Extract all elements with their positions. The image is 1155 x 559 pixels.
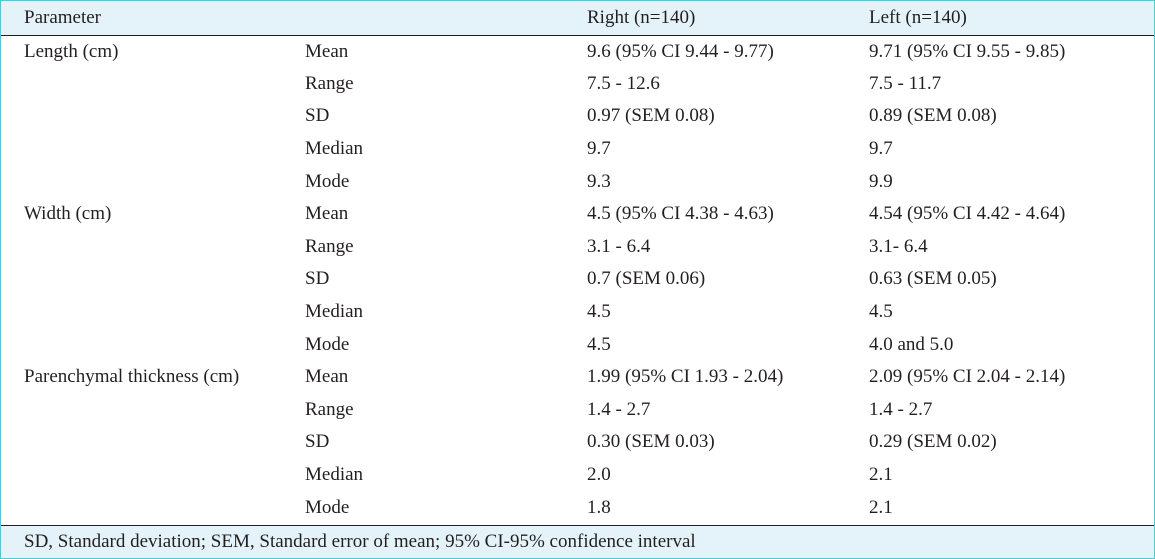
row-parameter [1, 491, 305, 524]
table-row: Mode 1.8 2.1 [1, 491, 1154, 524]
table-header: Parameter Right (n=140) Left (n=140) [1, 1, 1154, 36]
table-row: Length (cm) Mean 9.6 (95% CI 9.44 - 9.77) 9… [1, 35, 1154, 68]
row-parameter [1, 426, 305, 459]
row-right-value: 9.3 [587, 170, 611, 192]
row-statistic: Median [305, 138, 364, 160]
row-left-value: 4.0 and 5.0 [869, 333, 954, 355]
row-statistic: Mean [305, 203, 349, 225]
table-row: SD 0.7 (SEM 0.06) 0.63 (SEM 0.05) [1, 263, 1154, 296]
row-statistic: Mode [305, 333, 350, 355]
row-statistic: Range [305, 398, 354, 420]
row-right-value: 1.8 [587, 496, 611, 518]
row-left-value: 2.1 [869, 464, 893, 486]
table-row: Parenchymal thickness (cm) Mean 1.99 (95% … [1, 361, 1154, 394]
row-left-value: 4.54 (95% CI 4.42 - 4.64) [869, 203, 1066, 225]
row-left-value: 1.4 - 2.7 [869, 398, 933, 420]
row-left-value: 3.1- 6.4 [869, 235, 928, 257]
row-right-value: 9.7 [587, 138, 611, 160]
table-row: Range 1.4 - 2.7 1.4 - 2.7 [1, 394, 1154, 427]
row-statistic: Median [305, 301, 364, 323]
row-statistic: Median [305, 464, 364, 486]
row-right-value: 1.4 - 2.7 [587, 398, 651, 420]
row-parameter [1, 328, 305, 361]
table-footnote: SD, Standard deviation; SEM, Standard er… [1, 525, 1154, 558]
header-parameter: Parameter [1, 1, 305, 36]
row-left-value: 9.71 (95% CI 9.55 - 9.85) [869, 40, 1066, 62]
table-row: SD 0.30 (SEM 0.03) 0.29 (SEM 0.02) [1, 426, 1154, 459]
header-stat [305, 1, 587, 36]
table-body: Length (cm) Mean 9.6 (95% CI 9.44 - 9.77) 9… [1, 35, 1154, 524]
row-right-value: 9.6 (95% CI 9.44 - 9.77) [587, 40, 774, 62]
row-parameter [1, 133, 305, 166]
table-row: Mode 9.3 9.9 [1, 165, 1154, 198]
row-right-value: 0.7 (SEM 0.06) [587, 268, 706, 290]
row-statistic: Range [305, 235, 354, 257]
header-row: Parameter Right (n=140) Left (n=140) [1, 1, 1154, 36]
row-right-value: 0.30 (SEM 0.03) [587, 431, 715, 453]
row-right-value: 7.5 - 12.6 [587, 72, 660, 94]
row-left-value: 9.9 [869, 170, 893, 192]
row-left-value: 0.89 (SEM 0.08) [869, 105, 997, 127]
row-right-value: 2.0 [587, 464, 611, 486]
row-statistic: SD [305, 105, 330, 127]
row-statistic: SD [305, 431, 330, 453]
row-left-value: 2.1 [869, 496, 893, 518]
row-statistic: Mean [305, 366, 349, 388]
table-row: Range 3.1 - 6.4 3.1- 6.4 [1, 231, 1154, 264]
row-left-value: 0.63 (SEM 0.05) [869, 268, 997, 290]
row-statistic: Range [305, 72, 354, 94]
row-right-value: 3.1 - 6.4 [587, 235, 651, 257]
row-right-value: 1.99 (95% CI 1.93 - 2.04) [587, 366, 784, 388]
row-left-value: 2.09 (95% CI 2.04 - 2.14) [869, 366, 1066, 388]
row-left-value: 0.29 (SEM 0.02) [869, 431, 997, 453]
row-statistic: SD [305, 268, 330, 290]
header-right: Right (n=140) [587, 1, 869, 36]
header-left: Left (n=140) [869, 1, 1154, 36]
row-left-value: 7.5 - 11.7 [869, 72, 942, 94]
row-right-value: 4.5 (95% CI 4.38 - 4.63) [587, 203, 774, 225]
row-left-value: 4.5 [869, 301, 893, 323]
row-parameter [1, 68, 305, 101]
row-parameter [1, 296, 305, 329]
row-right-value: 4.5 [587, 301, 611, 323]
row-right-value: 0.97 (SEM 0.08) [587, 105, 715, 127]
table-row: Median 9.7 9.7 [1, 133, 1154, 166]
row-parameter [1, 231, 305, 264]
table-row: Median 4.5 4.5 [1, 296, 1154, 329]
row-parameter [1, 100, 305, 133]
row-parameter: Parenchymal thickness (cm) [24, 366, 240, 388]
table-row: Range 7.5 - 12.6 7.5 - 11.7 [1, 68, 1154, 101]
row-parameter: Length (cm) [24, 40, 119, 62]
table-row: Width (cm) Mean 4.5 (95% CI 4.38 - 4.63) 4.… [1, 198, 1154, 231]
row-statistic: Mode [305, 170, 350, 192]
row-parameter [1, 165, 305, 198]
row-left-value: 9.7 [869, 138, 893, 160]
row-parameter: Width (cm) [24, 203, 112, 225]
row-parameter [1, 459, 305, 492]
row-parameter [1, 263, 305, 296]
table-row: SD 0.97 (SEM 0.08) 0.89 (SEM 0.08) [1, 100, 1154, 133]
row-statistic: Mode [305, 496, 350, 518]
row-right-value: 4.5 [587, 333, 611, 355]
table-row: Median 2.0 2.1 [1, 459, 1154, 492]
row-statistic: Mean [305, 40, 349, 62]
table-row: Mode 4.5 4.0 and 5.0 [1, 328, 1154, 361]
data-table: Parameter Right (n=140) Left (n=140) Len… [1, 1, 1154, 524]
row-parameter [1, 394, 305, 427]
